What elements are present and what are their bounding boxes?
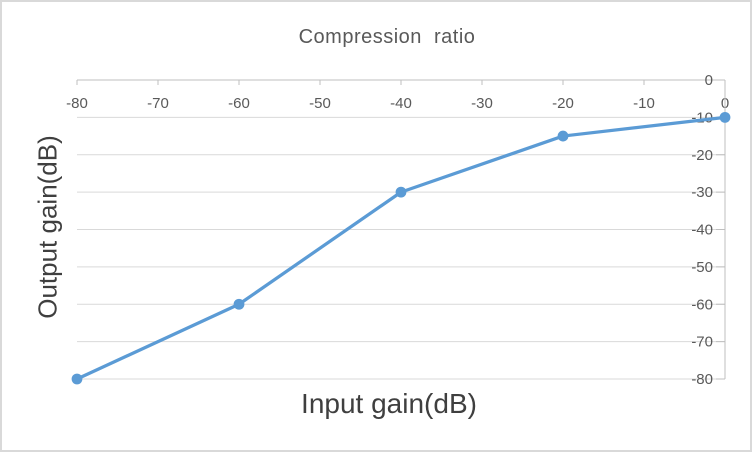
data-point-marker — [233, 298, 245, 310]
gridlines — [77, 116, 725, 380]
x-tick-label: -20 — [552, 95, 574, 112]
data-point-marker — [557, 130, 569, 142]
chart-title: Compression ratio — [298, 26, 476, 48]
x-tick-label: -10 — [633, 95, 655, 112]
y-tick-label: 0 — [705, 72, 713, 89]
x-axis: -80 -70 -60 -50 -40 -30 -20 -10 0 — [66, 79, 729, 112]
y-tick-label: -50 — [691, 259, 713, 276]
y-tick-label: -70 — [691, 334, 713, 351]
x-tick-label: -40 — [390, 95, 412, 112]
data-point-marker — [395, 186, 407, 198]
x-axis-title: Input gain(dB) — [301, 388, 477, 419]
data-point-marker — [719, 111, 731, 123]
x-tick-label: -80 — [66, 95, 88, 112]
y-tick-label: -20 — [691, 147, 713, 164]
x-tick-label: -60 — [228, 95, 250, 112]
x-tick-label: -30 — [471, 95, 493, 112]
x-tick-label: -70 — [147, 95, 169, 112]
data-point-marker — [71, 373, 83, 385]
series-line — [75, 115, 727, 381]
y-tick-label: -80 — [691, 371, 713, 388]
y-axis: 0-10-20-30-40-50-60-70-80 — [691, 72, 726, 388]
y-tick-label: -60 — [691, 296, 713, 313]
x-tick-label: -50 — [309, 95, 331, 112]
y-tick-label: -30 — [691, 184, 713, 201]
y-tick-label: -40 — [691, 222, 713, 239]
